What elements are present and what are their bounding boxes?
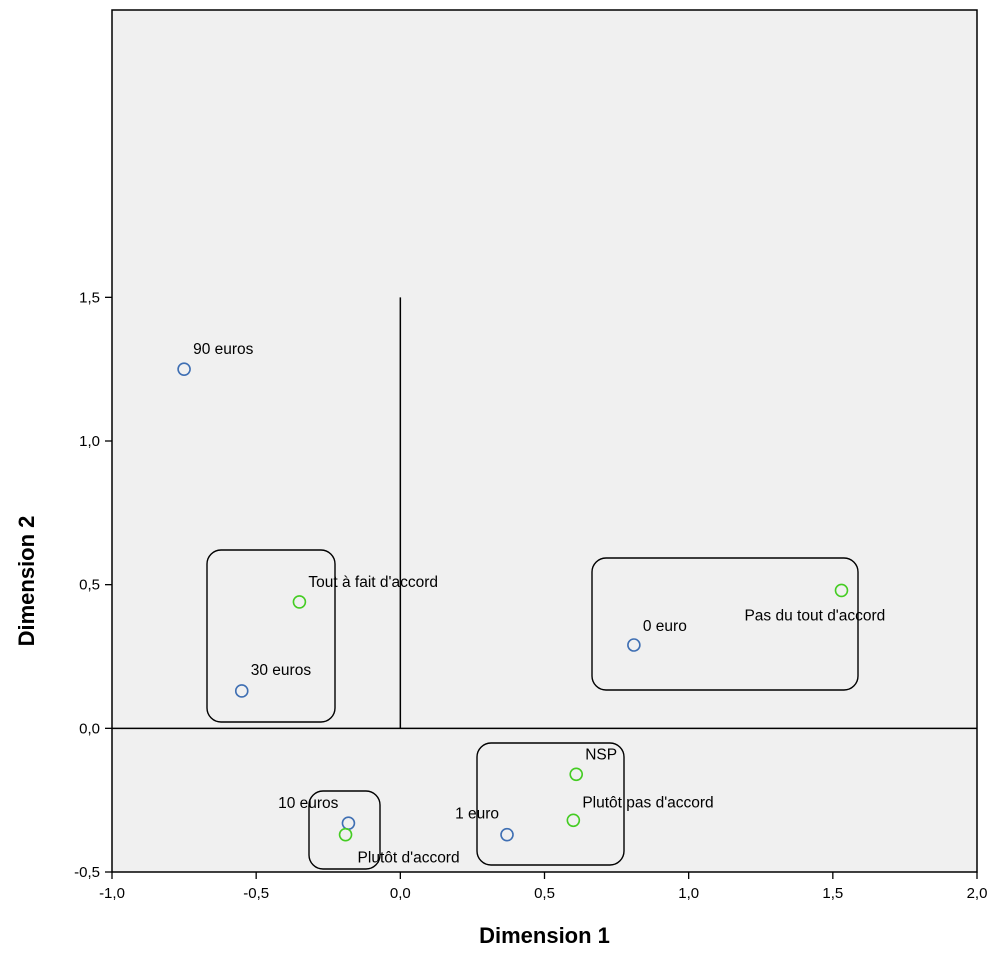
cluster-boxes [206,549,859,870]
cluster-box-bottom-left [308,790,381,870]
y-tick-label: 1,5 [79,289,100,306]
point-30-euros [234,684,249,698]
y-tick-label: 1,0 [79,433,100,450]
label-10-euros: 10 euros [278,795,339,812]
point-labels: 90 euros 30 euros 0 euro 10 euros 1 euro Tout… [193,341,885,866]
cluster-box-upper-left [206,549,336,723]
point-90-euros [177,362,191,376]
label-0-euro: 0 euro [643,618,687,635]
x-tick-label: 1,0 [678,885,699,902]
x-tick-label: 1,5 [822,885,843,902]
label-nsp: NSP [585,746,617,763]
label-1-euro: 1 euro [455,806,499,823]
y-tick-label: 0,5 [79,577,100,594]
x-axis-title: Dimension 1 [479,923,610,948]
y-tick-label: 0,0 [79,720,100,737]
label-plutot-pas-d-accord: Plutôt pas d'accord [582,794,713,811]
point-0-euro [627,638,641,652]
point-nsp [569,767,584,782]
label-90-euros: 90 euros [193,341,254,358]
label-plutot-d-accord: Plutôt d'accord [358,850,460,867]
x-tick-label: -1,0 [99,885,125,902]
cluster-box-bottom-center [476,742,625,866]
x-tick-label: 2,0 [967,885,988,902]
point-1-euro [500,827,514,842]
y-axis: -0,5 0,0 0,5 1,0 1,5 [74,289,112,881]
point-tout-a-fait-d-accord [292,595,307,609]
data-points [177,362,849,842]
x-tick-label: 0,5 [534,885,555,902]
label-pas-du-tout-d-accord: Pas du tout d'accord [744,607,885,624]
x-tick-label: -0,5 [243,885,269,902]
reference-lines [112,297,977,730]
cluster-box-right [591,557,859,691]
y-tick-label: -0,5 [74,864,100,881]
x-axis: -1,0 -0,5 0,0 0,5 1,0 1,5 2,0 [99,872,987,902]
label-tout-a-fait-d-accord: Tout à fait d'accord [308,574,438,591]
x-tick-label: 0,0 [390,885,411,902]
point-plutot-pas-d-accord [566,813,581,828]
point-plutot-d-accord [338,827,353,842]
point-pas-du-tout-d-accord [834,583,849,598]
label-30-euros: 30 euros [251,662,312,679]
y-axis-title: Dimension 2 [14,516,39,647]
